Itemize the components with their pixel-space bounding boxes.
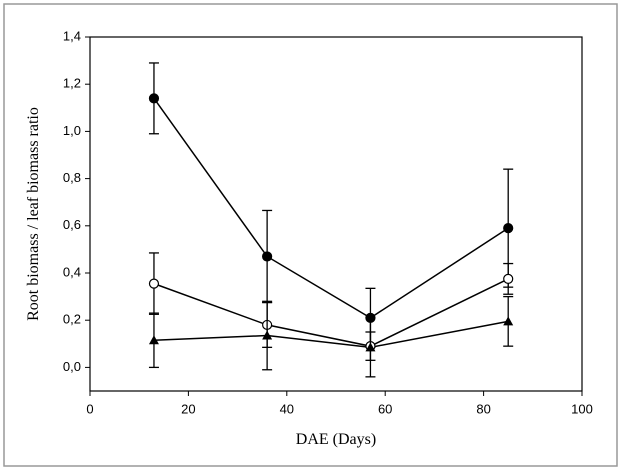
- y-tick-label: 1,0: [63, 123, 81, 138]
- y-tick-label: 0,2: [63, 312, 81, 327]
- frame: [3, 3, 618, 467]
- y-tick-label: 0,6: [63, 217, 81, 232]
- plot-area: [89, 36, 583, 392]
- marker: [262, 251, 273, 262]
- x-tick-label: 20: [181, 401, 195, 416]
- x-tick-label: 100: [571, 401, 593, 416]
- series-line: [153, 97, 509, 319]
- marker: [262, 330, 273, 340]
- y-tick-label: 1,2: [63, 76, 81, 91]
- marker: [148, 278, 160, 289]
- series-line: [153, 278, 509, 347]
- y-tick-label: 1,4: [63, 28, 81, 43]
- x-axis-label: DAE (Days): [296, 431, 376, 448]
- marker: [503, 273, 514, 284]
- y-tick-label: 0,8: [63, 170, 81, 185]
- y-axis-label: Root biomass / leaf biomass ratio: [25, 107, 42, 321]
- marker: [148, 335, 159, 345]
- y-tick-label: 0,4: [63, 264, 81, 279]
- x-tick-label: 80: [476, 401, 490, 416]
- marker: [365, 342, 376, 352]
- marker: [503, 223, 514, 234]
- marker: [148, 93, 160, 104]
- series-line: [153, 320, 509, 349]
- x-tick-label: 60: [378, 401, 392, 416]
- marker: [503, 316, 514, 326]
- x-tick-label: 40: [280, 401, 294, 416]
- y-tick-label: 0,0: [63, 359, 81, 374]
- x-tick-label: 0: [86, 401, 93, 416]
